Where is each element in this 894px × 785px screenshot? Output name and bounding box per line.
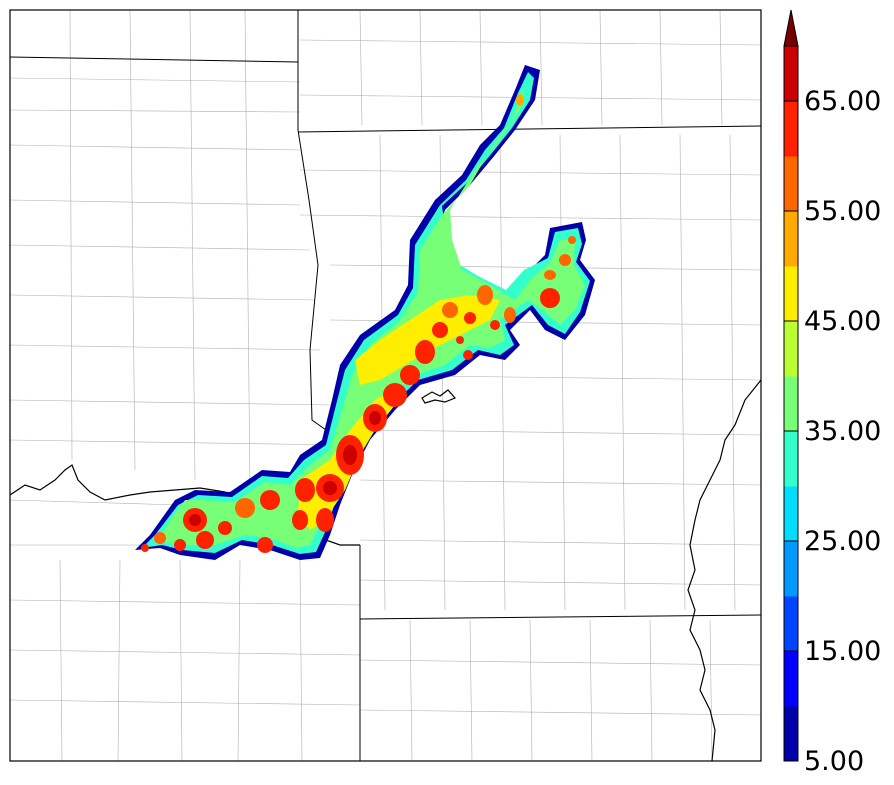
core [218,521,232,535]
colorbar-band [784,651,798,707]
colorbar-band [784,706,798,762]
colorbar-label: 65.00 [804,86,881,117]
heavy-cores [141,94,576,553]
core [544,270,556,280]
colorbar: 5.00 15.00 25.00 35.00 45.00 55.00 65.00 [783,9,881,777]
colorbar-band [784,321,798,377]
core [141,544,149,552]
colorbar-label: 25.00 [804,526,881,557]
colorbar-band [784,431,798,487]
core [463,350,473,360]
core [235,498,255,518]
colorbar-band [784,541,798,597]
core [292,510,308,530]
colorbar-band [784,101,798,157]
colorbar-band [784,486,798,542]
core [442,302,458,318]
colorbar-label: 55.00 [804,196,881,227]
colorbar-extend-arrow [783,9,799,47]
core [540,288,560,308]
colorbar-bands [784,46,798,762]
core [456,336,464,344]
core [559,254,571,266]
core [257,537,273,553]
colorbar-label: 35.00 [804,416,881,447]
core [295,478,315,502]
core [490,320,500,330]
colorbar-ticks [784,100,798,762]
colorbar-band [784,46,798,102]
core [174,539,186,551]
swath-level-45 [355,295,500,385]
core [196,531,214,549]
core [189,514,201,526]
colorbar-band [784,376,798,432]
core [516,94,524,106]
core [415,340,435,364]
core [343,445,357,465]
colorbar-labels: 5.00 15.00 25.00 35.00 45.00 55.00 65.00 [804,86,881,777]
core [383,383,407,407]
colorbar-label: 45.00 [804,306,881,337]
colorbar-band [784,156,798,212]
core [568,236,576,244]
core [260,490,280,510]
swath-level-40 [155,85,585,548]
colorbar-band [784,211,798,267]
core [316,508,334,532]
core [477,285,493,305]
colorbar-label: 15.00 [804,636,881,667]
core [323,481,337,495]
core [154,532,166,544]
colorbar-band [784,266,798,322]
core [369,411,381,425]
colorbar-band [784,596,798,652]
core [400,365,420,385]
core [464,312,476,324]
core [504,307,516,323]
core [432,322,448,338]
precipitation-swath [135,65,595,560]
map-frame-border [9,9,762,762]
colorbar-label: 5.00 [804,746,864,777]
